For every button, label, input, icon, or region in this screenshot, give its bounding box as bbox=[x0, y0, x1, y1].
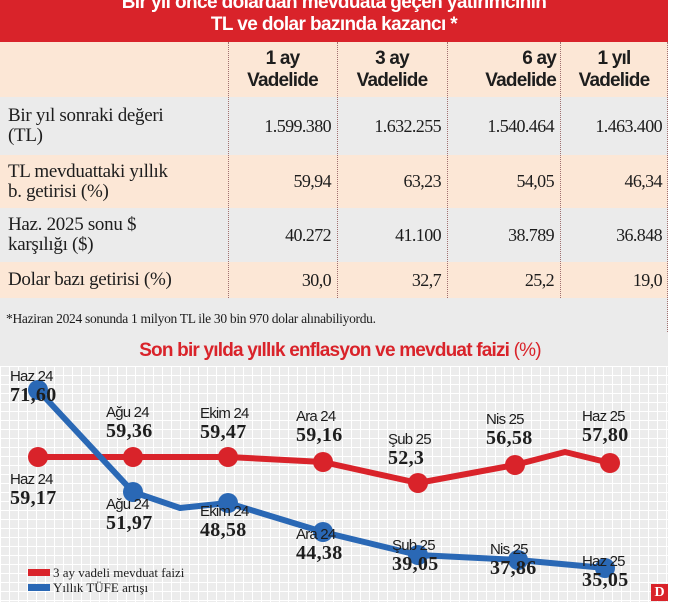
table-cell: 1.463.400 bbox=[595, 115, 662, 136]
table-cell: 25,2 bbox=[524, 269, 555, 290]
cpi-label: Nis 25 37,86 bbox=[490, 541, 537, 579]
table-cell: 41.100 bbox=[395, 224, 442, 245]
row-label: TL mevduattaki yıllık b. getirisi (%) bbox=[8, 160, 168, 202]
deposit-label: Ekim 24 59,47 bbox=[200, 405, 249, 443]
cpi-label: Ara 24 44,38 bbox=[296, 526, 343, 564]
column-divider bbox=[667, 42, 668, 332]
cpi-label: Ağu 24 51,97 bbox=[106, 496, 153, 534]
cpi-label: Haz 24 71,60 bbox=[10, 368, 57, 406]
deposit-rate-points bbox=[28, 447, 620, 493]
table-row-usd-equivalent: Haz. 2025 sonu $ karşılığı ($) 40.272 41.… bbox=[0, 208, 668, 262]
legend-item-deposit: 3 ay vadeli mevduat faizi bbox=[28, 565, 184, 580]
table-cell: 46,34 bbox=[624, 171, 662, 191]
table-row-usd-return: Dolar bazı getirisi (%) 30,0 32,7 25,2 1… bbox=[0, 262, 668, 298]
column-divider bbox=[337, 42, 338, 298]
legend-item-cpi: Yıllık TÜFE artışı bbox=[28, 580, 184, 595]
table-cell: 30,0 bbox=[301, 269, 332, 290]
table-cell: 38.789 bbox=[508, 224, 555, 245]
legend-swatch-red bbox=[28, 569, 50, 576]
table-cell: 1.599.380 bbox=[264, 115, 331, 136]
column-header-1yil: 1 yıl Vadelide bbox=[578, 47, 650, 91]
table-title-line2: TL ve dolar bazında kazancı * bbox=[210, 14, 458, 35]
deposit-label: Ara 24 59,16 bbox=[296, 408, 343, 446]
page-margin bbox=[668, 0, 680, 602]
table-cell: 1.540.464 bbox=[487, 115, 554, 136]
deposit-label: Şub 25 52,3 bbox=[388, 431, 432, 469]
column-divider bbox=[447, 42, 448, 298]
table-cell: 40.272 bbox=[285, 224, 332, 245]
column-header-1ay: 1 ay Vadelide bbox=[247, 47, 318, 91]
deposit-label: Ağu 24 59,36 bbox=[106, 404, 153, 442]
table-title-band: Bir yıl önce dolardan mevduata geçen yat… bbox=[0, 0, 668, 42]
table-title-line1: Bir yıl önce dolardan mevduata geçen yat… bbox=[121, 0, 547, 13]
table-cell: 59,94 bbox=[293, 171, 331, 191]
legend-swatch-blue bbox=[28, 584, 50, 591]
column-header-6ay: 6 ay Vadelide bbox=[485, 47, 556, 91]
row-label: Bir yıl sonraki değeri (TL) bbox=[8, 105, 164, 146]
chart-legend: 3 ay vadeli mevduat faizi Yıllık TÜFE ar… bbox=[28, 565, 184, 595]
cpi-label: Ekim 24 48,58 bbox=[200, 503, 249, 541]
deposit-rate-line bbox=[38, 449, 611, 486]
table-header-row: 1 ay Vadelide 3 ay Vadelide 6 ay Vadelid… bbox=[0, 42, 668, 97]
publisher-logo-icon: D bbox=[651, 584, 668, 601]
deposit-label: Nis 25 56,58 bbox=[486, 411, 533, 449]
deposit-label: Haz 24 59,17 bbox=[10, 471, 57, 509]
table-footnote: *Haziran 2024 sonunda 1 milyon TL ile 30… bbox=[6, 311, 376, 326]
table-row-tl-return: TL mevduattaki yıllık b. getirisi (%) 59,… bbox=[0, 155, 668, 208]
chart-title: Son bir yılda yıllık enflasyon ve mevdua… bbox=[139, 340, 541, 361]
table-row-tl-value: Bir yıl sonraki değeri (TL) 1.599.380 1.6… bbox=[0, 97, 668, 155]
cpi-label: Haz 25 35,05 bbox=[582, 553, 629, 591]
table-cell: 19,0 bbox=[632, 269, 663, 290]
column-header-3ay: 3 ay Vadelide bbox=[356, 47, 428, 91]
table-cell: 54,05 bbox=[516, 171, 554, 191]
table-cell: 32,7 bbox=[411, 269, 442, 290]
column-divider bbox=[228, 42, 229, 298]
table-cell: 1.632.255 bbox=[374, 115, 441, 136]
deposit-label: Haz 25 57,80 bbox=[582, 408, 629, 446]
cpi-label: Şub 25 39,05 bbox=[392, 537, 439, 575]
row-label: Haz. 2025 sonu $ karşılığı ($) bbox=[8, 214, 137, 255]
row-label: Dolar bazı getirisi (%) bbox=[8, 269, 172, 290]
cpi-points bbox=[28, 380, 615, 578]
column-divider bbox=[560, 42, 561, 298]
table-cell: 36.848 bbox=[616, 224, 663, 245]
table-cell: 63,23 bbox=[403, 171, 441, 191]
